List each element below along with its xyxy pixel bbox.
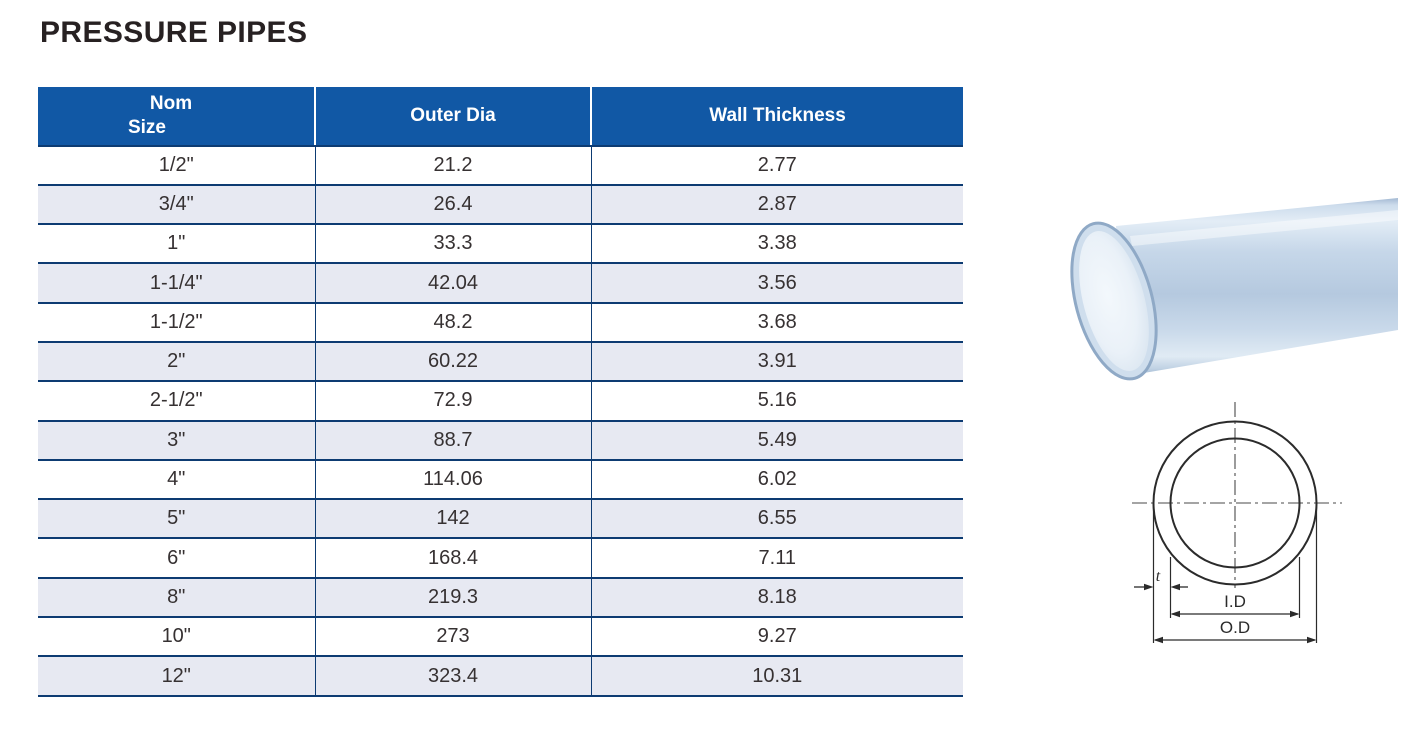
pressure-pipes-table: Nom Size Outer Dia Wall Thickness 1/2" 21… (38, 87, 963, 697)
table-row: 2-1/2" 72.9 5.16 (38, 381, 963, 422)
table-row: 1-1/4" 42.04 3.56 (38, 263, 963, 304)
table-row: 2" 60.22 3.91 (38, 341, 963, 383)
page-title: PRESSURE PIPES (40, 16, 308, 49)
table-row: 1-1/2" 48.2 3.68 (38, 302, 963, 343)
inner-dia-label: I.D (1224, 592, 1246, 611)
wall-thickness-cell: 9.27 (590, 617, 963, 658)
wall-thickness-cell: 5.49 (590, 420, 963, 461)
outer-dia-cell: 21.2 (314, 145, 591, 186)
table-row: 3/4" 26.4 2.87 (38, 184, 963, 226)
outer-dia-cell: 168.4 (314, 538, 591, 579)
table-row: 6" 168.4 7.11 (38, 538, 963, 579)
outer-dia-cell: 33.3 (314, 224, 591, 265)
pipe-highlight (1130, 210, 1398, 246)
col-header-nom-size: Nom Size (38, 87, 315, 147)
inner-circle (1169, 437, 1301, 569)
nom-size-cell: 5" (38, 499, 315, 540)
table-row: 3" 88.7 5.49 (38, 420, 963, 461)
wall-thickness-cell: 10.31 (590, 656, 963, 697)
wall-thickness-cell: 2.87 (590, 184, 963, 226)
nom-size-cell: 8" (38, 577, 315, 619)
col-header-nom-size-line2: Size (127, 116, 167, 138)
table-row: 4" 114.06 6.02 (38, 459, 963, 501)
outer-dia-cell: 142 (314, 499, 591, 540)
col-header-wall-thickness: Wall Thickness (590, 87, 963, 147)
outer-dia-cell: 72.9 (314, 381, 591, 422)
wall-thickness-cell: 8.18 (590, 577, 963, 619)
pipe-body (1116, 198, 1398, 376)
pipe-table-body: 1/2" 21.2 2.77 3/4" 26.4 2.87 1" 33.3 3.38 1-1/4"… (38, 145, 963, 697)
outer-dia-cell: 48.2 (314, 302, 591, 343)
outer-dia-cell: 114.06 (314, 459, 591, 501)
wall-thickness-cell: 6.55 (590, 499, 963, 540)
table-row: 12" 323.4 10.31 (38, 656, 963, 697)
nom-size-cell: 3/4" (38, 184, 315, 226)
table-row: 1/2" 21.2 2.77 (38, 145, 963, 186)
wall-thickness-cell: 3.56 (590, 263, 963, 304)
wall-thickness-cell: 5.16 (590, 381, 963, 422)
nom-size-cell: 6" (38, 538, 315, 579)
thickness-dimension: t (1134, 568, 1188, 591)
wall-thickness-cell: 3.38 (590, 224, 963, 265)
table-header-row: Nom Size Outer Dia Wall Thickness (38, 87, 963, 147)
outer-dia-cell: 88.7 (314, 420, 591, 461)
nom-size-cell: 10" (38, 617, 315, 658)
outer-dia-cell: 42.04 (314, 263, 591, 304)
table-row: 10" 273 9.27 (38, 617, 963, 658)
outer-dia-cell: 60.22 (314, 341, 591, 383)
outer-dia-dimension: O.D (1153, 618, 1317, 644)
outer-dia-cell: 219.3 (314, 577, 591, 619)
nom-size-cell: 2-1/2" (38, 381, 315, 422)
table-row: 8" 219.3 8.18 (38, 577, 963, 619)
nom-size-cell: 1-1/2" (38, 302, 315, 343)
table-row: 5" 142 6.55 (38, 499, 963, 540)
outer-dia-cell: 26.4 (314, 184, 591, 226)
outer-circle (1152, 420, 1318, 586)
pipe-photo (1070, 198, 1398, 381)
col-header-outer-dia: Outer Dia (314, 87, 591, 147)
wall-thickness-cell: 3.91 (590, 341, 963, 383)
nom-size-cell: 12" (38, 656, 315, 697)
nom-size-cell: 1" (38, 224, 315, 265)
nom-size-cell: 2" (38, 341, 315, 383)
inner-dia-dimension: I.D (1170, 592, 1300, 618)
wall-thickness-cell: 7.11 (590, 538, 963, 579)
wall-thickness-cell: 3.68 (590, 302, 963, 343)
nom-size-cell: 1/2" (38, 145, 315, 186)
pipe-opening (1070, 221, 1158, 381)
extension-lines (1152, 507, 1318, 643)
outer-dia-cell: 323.4 (314, 656, 591, 697)
nom-size-cell: 3" (38, 420, 315, 461)
outer-dia-label: O.D (1220, 618, 1250, 637)
pipe-cross-section-diagram: t I.D O.D (1132, 402, 1342, 644)
col-header-nom-size-line1: Nom (149, 92, 193, 114)
nom-size-cell: 4" (38, 459, 315, 501)
table-row: 1" 33.3 3.38 (38, 224, 963, 265)
nom-size-cell: 1-1/4" (38, 263, 315, 304)
outer-dia-cell: 273 (314, 617, 591, 658)
thickness-label: t (1156, 568, 1161, 585)
wall-thickness-cell: 6.02 (590, 459, 963, 501)
wall-thickness-cell: 2.77 (590, 145, 963, 186)
